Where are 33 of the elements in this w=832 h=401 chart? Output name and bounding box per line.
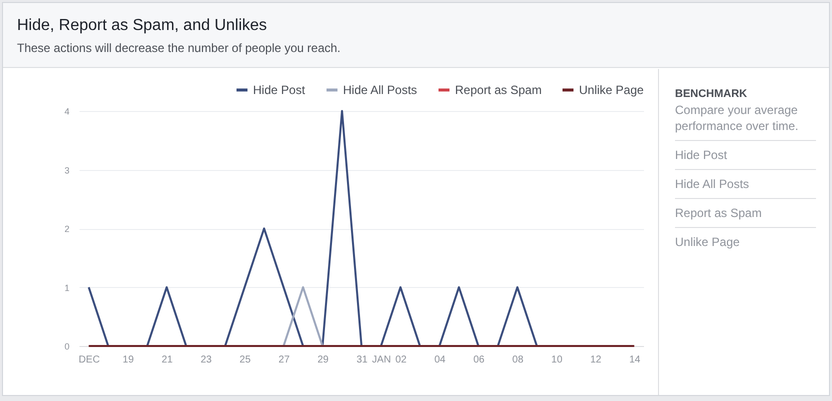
text: Hide All Posts	[675, 169, 816, 198]
x-tick-label: 19	[122, 354, 134, 366]
x-tick-label: 31	[356, 354, 368, 366]
text: Compare your average performance over time.	[675, 102, 800, 135]
y-tick-label: 1	[64, 282, 70, 293]
y-tick-label: 2	[64, 224, 70, 234]
y-tick-label: 3	[64, 165, 70, 176]
x-tick-label: 04	[434, 354, 446, 366]
x-tick-label: 10	[551, 354, 563, 366]
text: BENCHMARK	[675, 88, 748, 100]
text: Unlike Page	[675, 227, 816, 256]
y-tick-label: 0	[64, 342, 70, 352]
legend-label: Hide All Posts	[343, 83, 418, 97]
x-tick-label: 02	[395, 354, 407, 366]
x-tick-label: 21	[162, 354, 174, 366]
legend-label: Unlike Page	[579, 83, 644, 97]
text: Report as Spam	[675, 198, 816, 227]
legend-label: Hide Post	[253, 83, 306, 97]
x-tick-label: 06	[473, 354, 485, 366]
x-tick-label: 12	[590, 354, 602, 366]
x-tick-label: DEC	[78, 354, 100, 366]
x-tick-label: 25	[240, 354, 252, 366]
chart-subtitle: These actions will decrease the number of people you reach.	[17, 41, 342, 55]
y-tick-label: 4	[64, 106, 70, 116]
x-tick-label: 27	[278, 354, 290, 366]
x-tick-label: JAN	[372, 354, 391, 366]
x-tick-label: 23	[200, 354, 212, 366]
legend-label: Report as Spam	[455, 83, 542, 97]
x-tick-label: 08	[512, 354, 524, 366]
x-tick-label: 14	[629, 354, 641, 366]
chart-title: Hide, Report as Spam, and Unlikes	[17, 16, 268, 35]
x-tick-label: 29	[317, 354, 330, 366]
text: Hide Post	[675, 140, 816, 169]
